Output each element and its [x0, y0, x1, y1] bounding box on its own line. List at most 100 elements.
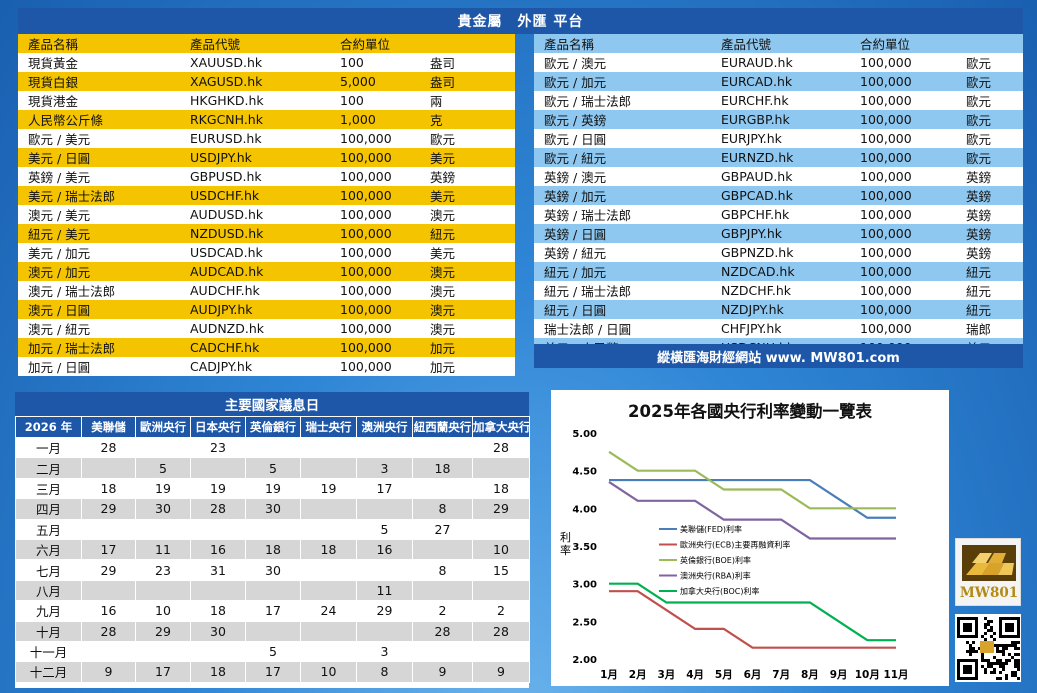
meeting-day: [356, 559, 413, 581]
unit: 紐元: [956, 262, 1023, 281]
left-products-table: 產品名稱 產品代號 合約單位 現貨黃金 XAUUSD.hk 100 盎司 現貨白銀 XAG…: [18, 34, 515, 376]
meeting-day: 2: [412, 600, 473, 622]
meeting-day: 28: [190, 498, 246, 520]
meeting-day: [245, 518, 301, 540]
meeting-day: 5: [245, 640, 301, 663]
product-code: GBPAUD.hk: [711, 167, 850, 186]
unit: 澳元: [420, 262, 515, 281]
meeting-day: [300, 457, 357, 479]
meeting-day: [245, 579, 301, 602]
meeting-day: [300, 640, 357, 663]
calendar-row: 四月 29 30 28 30 8 29: [15, 498, 530, 520]
meeting-day: [412, 436, 473, 459]
qr-code[interactable]: [955, 614, 1021, 682]
calendar-month: 十二月: [15, 661, 82, 683]
contract-unit: 100,000: [850, 53, 956, 72]
product-code: NZDCAD.hk: [711, 262, 850, 281]
product-code: AUDNZD.hk: [180, 319, 330, 338]
product-row: 英鎊 / 紐元 GBPNZD.hk 100,000 英鎊: [534, 243, 1023, 262]
meeting-day: [81, 518, 136, 540]
product-name: 歐元 / 加元: [534, 72, 711, 91]
meeting-day: [135, 640, 191, 663]
product-name: 澳元 / 瑞士法郎: [18, 281, 180, 300]
meeting-day: 5: [245, 457, 301, 479]
unit: 歐元: [420, 129, 515, 148]
x-tick-label: 2月: [629, 669, 647, 681]
meeting-day: 16: [356, 538, 413, 561]
product-row: 澳元 / 美元 AUDUSD.hk 100,000 澳元: [18, 205, 515, 224]
x-tick-label: 11月: [883, 669, 908, 681]
meeting-day: [356, 436, 413, 459]
mw801-logo[interactable]: MW801: [955, 538, 1021, 606]
product-name: 歐元 / 日圓: [534, 129, 711, 148]
calendar-title: 主要國家議息日: [15, 392, 529, 416]
meeting-day: 29: [356, 600, 413, 622]
unit: 歐元: [956, 110, 1023, 129]
unit: 盎司: [420, 53, 515, 72]
contract-unit: 100,000: [330, 243, 420, 262]
unit: 澳元: [420, 300, 515, 319]
meeting-day: 17: [245, 661, 301, 683]
contract-unit: 100,000: [330, 186, 420, 205]
calendar-month: 六月: [15, 538, 82, 561]
meeting-day: [356, 498, 413, 520]
product-row: 現貨港金 HKGHKD.hk 100 兩: [18, 91, 515, 110]
unit: 歐元: [956, 91, 1023, 110]
product-name: 現貨黃金: [18, 53, 180, 72]
meeting-day: [412, 538, 473, 561]
unit: 澳元: [420, 205, 515, 224]
unit: 歐元: [956, 129, 1023, 148]
meeting-day: 15: [472, 559, 530, 581]
calendar-bank-header: 加拿大央行: [472, 416, 530, 438]
x-tick-label: 10月: [855, 669, 880, 681]
product-name: 歐元 / 紐元: [534, 148, 711, 167]
calendar-month: 十一月: [15, 640, 82, 663]
contract-unit: 100,000: [330, 205, 420, 224]
meeting-day: 28: [412, 620, 473, 642]
meeting-day: 31: [190, 559, 246, 581]
calendar-bank-header: 日本央行: [190, 416, 246, 438]
header-contract-unit: 合約單位: [850, 34, 956, 53]
right-products-table: 產品名稱 產品代號 合約單位 歐元 / 澳元 EURAUD.hk 100,000 歐元…: [534, 34, 1023, 357]
unit: 美元: [420, 243, 515, 262]
product-name: 英鎊 / 加元: [534, 186, 711, 205]
product-code: EURNZD.hk: [711, 148, 850, 167]
calendar-row: 十二月 9 17 18 17 10 8 9 9: [15, 661, 530, 683]
meeting-day: 16: [81, 600, 136, 622]
calendar-row: 十一月 5 3: [15, 640, 530, 663]
product-name: 英鎊 / 日圓: [534, 224, 711, 243]
meeting-day: 28: [81, 620, 136, 642]
y-axis-label: 利: [560, 531, 571, 544]
product-code: NZDCHF.hk: [711, 281, 850, 300]
contract-unit: 100,000: [850, 300, 956, 319]
product-row: 加元 / 瑞士法郎 CADCHF.hk 100,000 加元: [18, 338, 515, 357]
y-axis-label: 率: [560, 543, 571, 557]
meeting-day: [300, 498, 357, 520]
product-code: AUDUSD.hk: [180, 205, 330, 224]
calendar-row: 九月 16 10 18 17 24 29 2 2: [15, 600, 530, 622]
meeting-day: [135, 436, 191, 459]
unit: 英鎊: [956, 167, 1023, 186]
header-product-name: 產品名稱: [18, 34, 180, 53]
series-line: [609, 590, 896, 649]
meeting-day: 24: [300, 600, 357, 622]
product-name: 紐元 / 日圓: [534, 300, 711, 319]
product-code: CHFJPY.hk: [711, 319, 850, 338]
unit: 英鎊: [956, 205, 1023, 224]
meeting-day: 18: [412, 457, 473, 479]
contract-unit: 100,000: [330, 148, 420, 167]
calendar-month: 十月: [15, 620, 82, 642]
meeting-day: [190, 640, 246, 663]
product-row: 美元 / 加元 USDCAD.hk 100,000 美元: [18, 243, 515, 262]
meeting-day: [245, 436, 301, 459]
product-name: 加元 / 瑞士法郎: [18, 338, 180, 357]
product-row: 美元 / 瑞士法郎 USDCHF.hk 100,000 美元: [18, 186, 515, 205]
product-code: HKGHKD.hk: [180, 91, 330, 110]
y-tick-label: 3.00: [572, 580, 597, 591]
x-tick-label: 8月: [801, 669, 819, 681]
product-row: 歐元 / 美元 EURUSD.hk 100,000 歐元: [18, 129, 515, 148]
product-row: 澳元 / 瑞士法郎 AUDCHF.hk 100,000 澳元: [18, 281, 515, 300]
meeting-day: 30: [245, 498, 301, 520]
website-footer[interactable]: 縱橫匯海財經網站 www. MW801.com: [534, 344, 1023, 368]
product-name: 瑞士法郎 / 日圓: [534, 319, 711, 338]
